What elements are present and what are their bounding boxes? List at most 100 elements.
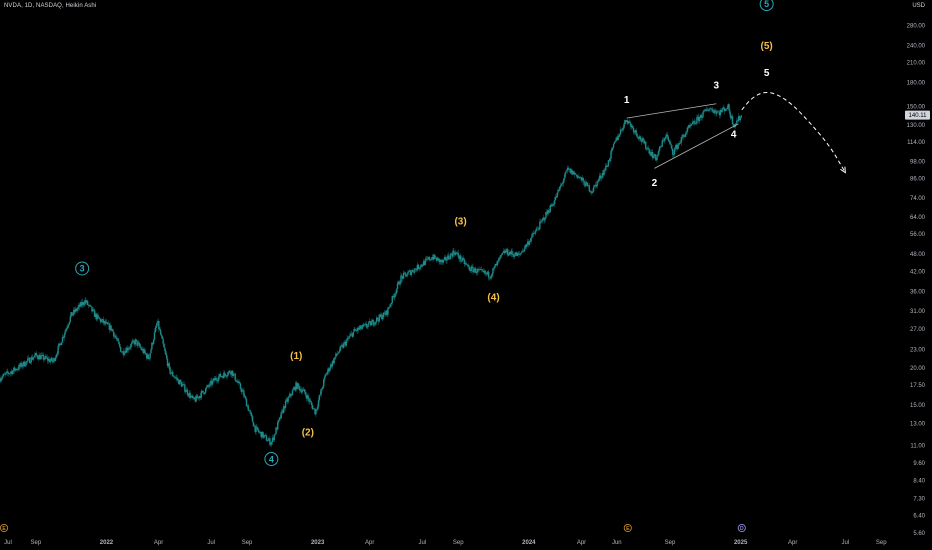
- candle: [235, 380, 237, 382]
- candle: [588, 185, 591, 192]
- candle: [66, 326, 69, 329]
- candle: [62, 336, 65, 338]
- candle: [401, 275, 403, 277]
- candle: [567, 167, 570, 170]
- candle: [240, 388, 242, 392]
- candle: [167, 363, 170, 367]
- candle: [671, 145, 673, 149]
- candle: [228, 370, 230, 373]
- candle: [122, 351, 124, 355]
- candle: [556, 192, 558, 198]
- candle: [382, 317, 384, 320]
- candle: [182, 384, 184, 386]
- y-tick-label: 5.60: [913, 531, 925, 537]
- candle: [714, 110, 716, 112]
- candle: [620, 129, 623, 131]
- candle: [365, 323, 367, 327]
- candle: [211, 380, 213, 385]
- candle: [300, 389, 302, 393]
- candle: [362, 324, 364, 328]
- candle: [54, 357, 57, 361]
- candle: [16, 369, 19, 371]
- candle: [624, 120, 626, 124]
- candle: [356, 327, 359, 331]
- candle: [515, 252, 518, 256]
- candle: [596, 181, 598, 187]
- candle: [580, 177, 583, 181]
- candle: [329, 368, 331, 372]
- candle: [256, 426, 258, 428]
- candle: [566, 167, 569, 171]
- x-tick-label: Apr: [788, 540, 797, 546]
- candle: [333, 358, 335, 364]
- candle: [463, 259, 466, 265]
- candle: [725, 108, 728, 110]
- candle: [127, 348, 130, 351]
- candle: [546, 210, 549, 215]
- candle: [431, 257, 433, 260]
- candle: [318, 395, 321, 401]
- candle: [63, 334, 65, 338]
- candle: [29, 362, 32, 364]
- candle: [14, 367, 16, 371]
- candle: [132, 340, 134, 343]
- candle: [626, 120, 629, 124]
- candle: [271, 437, 274, 443]
- candle: [473, 270, 475, 273]
- candle: [625, 120, 628, 122]
- candle: [191, 395, 194, 399]
- candle: [647, 147, 650, 149]
- candle: [241, 390, 243, 392]
- candle: [257, 430, 260, 433]
- candle: [543, 217, 545, 221]
- candle: [34, 353, 37, 356]
- candle: [155, 325, 157, 329]
- candle: [568, 168, 571, 170]
- candle: [137, 342, 139, 346]
- candle: [566, 170, 568, 172]
- candle: [148, 358, 150, 360]
- candle: [532, 233, 534, 235]
- symbol-label[interactable]: NVDA, 1D, NASDAQ, Heikin Ashi: [4, 3, 97, 9]
- candle: [55, 354, 58, 358]
- time-axis[interactable]: Jul Sep 2022 Apr Jul Sep 2023 Apr Jul Sep 2024 Apr J…: [4, 540, 887, 546]
- candle: [437, 257, 439, 259]
- x-tick-label: Apr: [154, 540, 163, 546]
- candle: [6, 371, 8, 373]
- candle: [217, 380, 219, 382]
- candle: [480, 269, 482, 270]
- candle: [321, 388, 323, 390]
- candle: [4, 373, 6, 375]
- candle: [106, 322, 108, 323]
- candle: [553, 204, 555, 206]
- overlays-layer: [626, 91, 846, 174]
- candle: [105, 322, 107, 324]
- candle: [326, 371, 328, 375]
- candle: [253, 425, 255, 427]
- candle: [242, 390, 244, 392]
- candle: [730, 116, 733, 119]
- candle: [237, 381, 240, 383]
- candle: [106, 322, 109, 325]
- candle: [599, 175, 601, 179]
- currency-label[interactable]: USD: [912, 3, 925, 9]
- candle: [88, 304, 91, 306]
- candle: [444, 257, 446, 258]
- y-tick-label: 56.00: [910, 232, 926, 238]
- candle: [485, 272, 487, 274]
- candle: [32, 358, 34, 360]
- candle: [336, 353, 338, 355]
- candle: [189, 392, 191, 399]
- candle: [337, 352, 340, 354]
- wave-label-primary: 3: [80, 264, 85, 274]
- candle: [606, 166, 609, 168]
- candle: [309, 400, 311, 402]
- price-axis[interactable]: 5.60 6.40 7.30 8.40 9.60 11.00 13.00 15.00 17.50…: [907, 23, 926, 537]
- candle: [49, 360, 52, 363]
- candle: [112, 329, 114, 332]
- candle: [395, 293, 397, 295]
- candle: [449, 253, 452, 260]
- candle: [571, 169, 573, 175]
